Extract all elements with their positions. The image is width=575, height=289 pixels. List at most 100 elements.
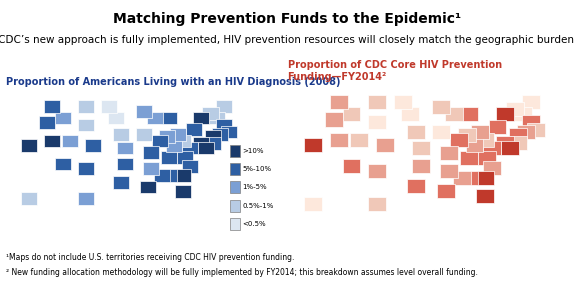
FancyBboxPatch shape [186,123,202,136]
FancyBboxPatch shape [175,169,191,182]
FancyBboxPatch shape [325,112,343,127]
FancyBboxPatch shape [216,119,232,131]
Bar [230,181,240,194]
FancyBboxPatch shape [445,108,463,121]
FancyBboxPatch shape [438,184,455,198]
FancyBboxPatch shape [343,108,361,121]
FancyBboxPatch shape [343,159,361,173]
FancyBboxPatch shape [401,108,419,121]
FancyBboxPatch shape [478,151,496,165]
FancyBboxPatch shape [368,115,386,129]
Text: 1%-5%: 1%-5% [243,184,267,190]
FancyBboxPatch shape [453,171,470,186]
FancyBboxPatch shape [514,108,532,121]
FancyBboxPatch shape [450,133,468,147]
FancyBboxPatch shape [161,112,177,124]
FancyBboxPatch shape [212,128,228,140]
FancyBboxPatch shape [193,112,209,124]
FancyBboxPatch shape [117,142,133,154]
Text: <0.5%: <0.5% [243,221,266,227]
FancyBboxPatch shape [78,162,94,175]
FancyBboxPatch shape [78,119,94,131]
Text: 5%-10%: 5%-10% [243,166,272,172]
FancyBboxPatch shape [154,169,170,182]
FancyBboxPatch shape [159,130,175,143]
FancyBboxPatch shape [304,138,322,152]
FancyBboxPatch shape [216,100,232,113]
FancyBboxPatch shape [368,197,386,211]
FancyBboxPatch shape [440,146,458,160]
FancyBboxPatch shape [55,158,71,171]
FancyBboxPatch shape [85,139,101,152]
FancyBboxPatch shape [143,146,159,159]
Text: Proportion of Americans Living with an HIV Diagnosis (2008): Proportion of Americans Living with an H… [6,77,340,87]
FancyBboxPatch shape [484,141,501,155]
Text: >10%: >10% [243,148,264,154]
FancyBboxPatch shape [78,192,94,205]
FancyBboxPatch shape [136,105,152,118]
FancyBboxPatch shape [432,125,450,139]
FancyBboxPatch shape [496,136,514,150]
FancyBboxPatch shape [221,125,237,138]
FancyBboxPatch shape [470,125,489,139]
FancyBboxPatch shape [166,139,182,152]
FancyBboxPatch shape [170,128,186,140]
FancyBboxPatch shape [202,107,218,120]
FancyBboxPatch shape [461,151,478,165]
FancyBboxPatch shape [412,141,430,155]
FancyBboxPatch shape [509,128,527,142]
FancyBboxPatch shape [44,135,60,147]
Text: ² New funding allocation methodology will be fully implemented by FY2014; this b: ² New funding allocation methodology wil… [6,268,478,277]
FancyBboxPatch shape [161,151,177,164]
FancyBboxPatch shape [182,142,198,154]
Bar [230,218,240,230]
FancyBboxPatch shape [21,192,37,205]
Bar [230,163,240,175]
Text: When CDC’s new approach is fully implemented, HIV prevention resources will clos: When CDC’s new approach is fully impleme… [0,35,575,45]
FancyBboxPatch shape [108,112,124,124]
FancyBboxPatch shape [484,161,501,175]
FancyBboxPatch shape [522,115,540,129]
FancyBboxPatch shape [517,125,535,139]
FancyBboxPatch shape [182,160,198,173]
FancyBboxPatch shape [101,100,117,113]
Text: Matching Prevention Funds to the Epidemic¹: Matching Prevention Funds to the Epidemi… [113,12,462,25]
FancyBboxPatch shape [412,159,430,173]
FancyBboxPatch shape [62,135,78,147]
FancyBboxPatch shape [21,139,37,152]
FancyBboxPatch shape [407,179,424,193]
FancyBboxPatch shape [136,128,152,140]
FancyBboxPatch shape [461,171,478,186]
FancyBboxPatch shape [113,128,129,140]
FancyBboxPatch shape [440,164,458,178]
FancyBboxPatch shape [407,125,424,139]
Bar [230,145,240,157]
FancyBboxPatch shape [44,100,60,113]
FancyBboxPatch shape [476,133,494,147]
FancyBboxPatch shape [476,189,494,203]
FancyBboxPatch shape [39,116,55,129]
FancyBboxPatch shape [522,95,540,109]
FancyBboxPatch shape [509,136,527,150]
FancyBboxPatch shape [458,128,476,142]
FancyBboxPatch shape [507,102,524,116]
FancyBboxPatch shape [117,158,133,171]
FancyBboxPatch shape [466,138,484,152]
FancyBboxPatch shape [376,138,394,152]
FancyBboxPatch shape [177,151,193,164]
FancyBboxPatch shape [198,142,214,154]
FancyBboxPatch shape [368,164,386,178]
FancyBboxPatch shape [55,112,71,124]
FancyBboxPatch shape [368,95,386,109]
FancyBboxPatch shape [496,108,514,121]
FancyBboxPatch shape [152,135,168,147]
FancyBboxPatch shape [461,108,478,121]
FancyBboxPatch shape [432,100,450,114]
FancyBboxPatch shape [78,100,94,113]
FancyBboxPatch shape [527,123,545,137]
Bar [230,199,240,212]
Text: Proportion of CDC Core HIV Prevention Funding—FY2014²: Proportion of CDC Core HIV Prevention Fu… [288,60,501,82]
FancyBboxPatch shape [330,95,348,109]
FancyBboxPatch shape [209,112,225,124]
FancyBboxPatch shape [161,169,177,182]
